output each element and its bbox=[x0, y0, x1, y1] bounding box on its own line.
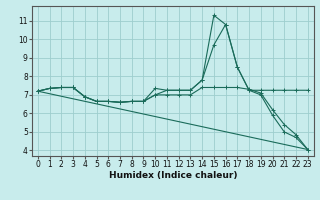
X-axis label: Humidex (Indice chaleur): Humidex (Indice chaleur) bbox=[108, 171, 237, 180]
